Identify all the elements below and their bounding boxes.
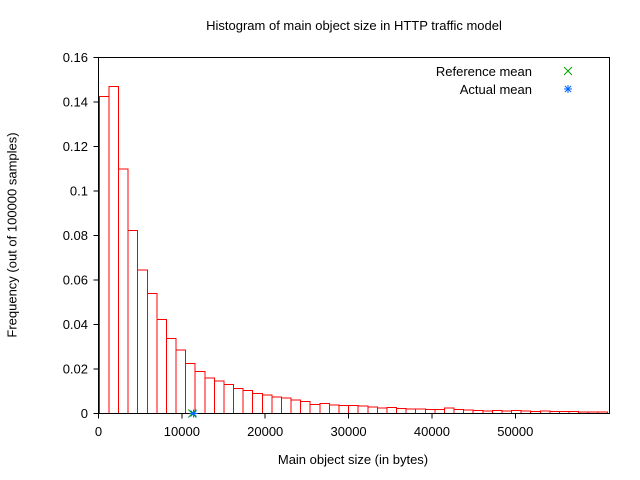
- histogram-bar: [137, 269, 148, 415]
- histogram-bar: [328, 404, 340, 415]
- x-tick-label: 50000: [497, 424, 533, 439]
- histogram-bar: [146, 292, 158, 415]
- histogram-bar: [98, 95, 110, 414]
- legend-label-reference-mean: Reference mean: [435, 64, 532, 79]
- x-axis-label: Main object size (in bytes): [277, 452, 429, 467]
- histogram-bar: [367, 406, 378, 414]
- histogram-bar: [118, 168, 129, 414]
- legend-marker-cross: [563, 66, 573, 76]
- histogram-bar: [415, 408, 426, 414]
- histogram-bar: [405, 408, 417, 415]
- histogram-bar: [261, 394, 273, 414]
- histogram-bar: [338, 404, 350, 414]
- y-tick-label: 0.02: [63, 362, 88, 377]
- y-tick-label: 0: [81, 406, 88, 421]
- histogram-bar: [319, 402, 330, 415]
- histogram-bar: [223, 383, 235, 415]
- histogram-bar: [376, 407, 388, 415]
- plot-border: [98, 57, 610, 414]
- y-tick-label: 0.04: [63, 317, 88, 332]
- y-tick-label: 0.16: [63, 50, 88, 65]
- histogram-bar: [242, 389, 254, 414]
- histogram-bar: [213, 380, 225, 415]
- y-tick-label: 0.06: [63, 273, 88, 288]
- y-tick-label: 0.14: [63, 95, 88, 110]
- actual-mean-marker: [189, 409, 198, 418]
- histogram-bar: [185, 363, 196, 415]
- x-tick-label: 20000: [247, 424, 283, 439]
- histogram-bar: [252, 392, 263, 415]
- histogram-bar: [386, 406, 398, 414]
- histogram-bar: [233, 387, 244, 415]
- y-tick-label: 0.08: [63, 228, 88, 243]
- histogram-bar: [280, 397, 292, 414]
- histogram-bar: [443, 407, 455, 415]
- histogram-bar: [434, 408, 445, 414]
- x-tick-label: 10000: [164, 424, 200, 439]
- histogram-bar: [424, 408, 436, 414]
- x-tick-label: 0: [95, 424, 102, 439]
- x-tick-label: 40000: [414, 424, 450, 439]
- histogram-bar: [290, 399, 302, 414]
- y-tick-label: 0.12: [63, 139, 88, 154]
- histogram-bar: [127, 229, 139, 414]
- y-tick-label: 0.1: [70, 184, 88, 199]
- legend-label-actual-mean: Actual mean: [459, 82, 532, 97]
- histogram-bar: [300, 401, 311, 414]
- histogram-bar: [453, 408, 465, 414]
- x-tick-label: 30000: [331, 424, 367, 439]
- histogram-bar: [309, 403, 321, 415]
- histogram-bar: [156, 318, 167, 415]
- histogram-bar: [194, 370, 206, 415]
- chart-title: Histogram of main object size in HTTP tr…: [206, 18, 502, 33]
- histogram-bar: [204, 377, 215, 414]
- histogram-bar: [463, 409, 474, 415]
- histogram-bar: [165, 338, 177, 414]
- histogram-bar: [108, 85, 120, 415]
- histogram-bar: [175, 349, 187, 414]
- histogram-bar: [357, 405, 369, 415]
- histogram-bar: [396, 407, 407, 415]
- histogram-bar: [271, 396, 282, 415]
- legend-marker-asterisk: [564, 85, 572, 93]
- histogram-bar: [348, 405, 359, 414]
